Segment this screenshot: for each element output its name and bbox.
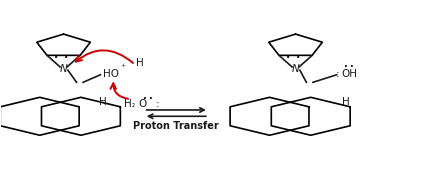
Text: :: : — [335, 69, 338, 79]
Text: O: O — [138, 99, 146, 109]
Text: ·: · — [344, 62, 347, 72]
Text: ·: · — [63, 54, 68, 64]
Text: ₂: ₂ — [132, 100, 135, 109]
Text: OH: OH — [340, 69, 356, 79]
Text: ·: · — [53, 54, 58, 64]
Text: $N$: $N$ — [290, 62, 299, 74]
Text: $N$: $N$ — [59, 62, 68, 74]
Text: ·: · — [143, 94, 147, 104]
Text: H: H — [135, 58, 143, 68]
Text: HO: HO — [103, 69, 119, 79]
Text: ·: · — [149, 94, 153, 104]
Text: Proton Transfer: Proton Transfer — [133, 121, 219, 131]
Text: H: H — [341, 97, 349, 107]
Text: ·: · — [295, 54, 299, 64]
Text: ·: · — [285, 54, 289, 64]
Text: H: H — [124, 99, 132, 109]
Text: ·: · — [349, 62, 353, 72]
Text: $^+$: $^+$ — [119, 62, 127, 72]
Text: H: H — [99, 97, 106, 107]
Text: :: : — [155, 99, 159, 109]
